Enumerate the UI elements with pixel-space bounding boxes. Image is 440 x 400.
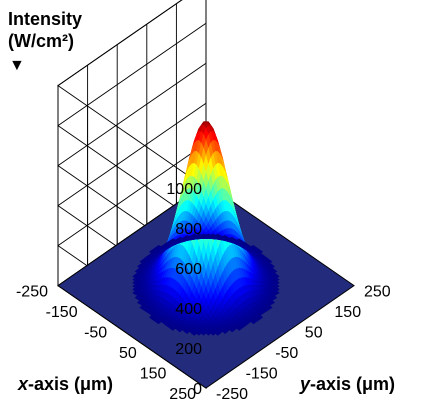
- z-tick-label: 400: [175, 301, 202, 318]
- z-tick-label: 800: [175, 221, 202, 238]
- grid-line: [57, 22, 207, 229]
- y-axis-title-rest: -axis (μm): [310, 374, 395, 394]
- z-axis-arrow: ▼: [9, 57, 25, 74]
- x-tick-label: -150: [46, 304, 78, 321]
- z-axis-title-line2: (W/cm²): [8, 31, 74, 51]
- surface-cell: [229, 236, 235, 240]
- grid-line: [57, 0, 207, 189]
- x-tick-label: 50: [119, 345, 137, 362]
- x-axis-title-var: x: [17, 374, 29, 394]
- y-axis-title: y-axis (μm): [299, 374, 395, 394]
- y-tick-label: -150: [246, 366, 278, 383]
- z-tick-label: 1000: [166, 181, 202, 198]
- z-tick-label: 200: [175, 341, 202, 358]
- x-axis-title: x-axis (μm): [17, 374, 113, 394]
- z-axis-title-line1: Intensity: [8, 9, 82, 29]
- y-tick-label: 150: [334, 304, 361, 321]
- y-tick-label: -50: [275, 345, 298, 362]
- y-axis-title-var: y: [299, 374, 311, 394]
- surface-cell: [222, 235, 228, 239]
- x-tick-label: -250: [16, 284, 48, 301]
- x-tick-label: 250: [169, 386, 196, 400]
- z-tick-label: 600: [175, 261, 202, 278]
- surface-cell: [250, 245, 257, 249]
- x-tick-label: -50: [84, 325, 107, 342]
- gaussian-peak: [132, 121, 280, 336]
- surface-cell: [236, 238, 243, 242]
- y-tick-label: 50: [305, 325, 323, 342]
- surface-cell: [214, 233, 221, 237]
- x-axis-title-rest: -axis (μm): [28, 374, 113, 394]
- x-tick-label: 150: [140, 366, 167, 383]
- y-tick-label: 250: [364, 284, 391, 301]
- z-tick-label: 0: [193, 381, 202, 398]
- y-tick-label: -250: [216, 386, 248, 400]
